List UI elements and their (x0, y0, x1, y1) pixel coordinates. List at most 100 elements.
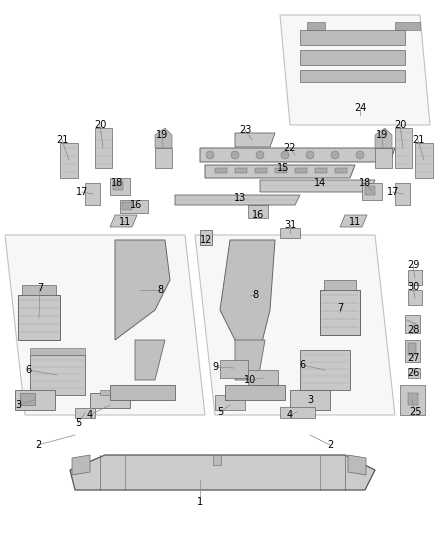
Circle shape (281, 151, 289, 159)
Text: 28: 28 (407, 325, 419, 335)
Polygon shape (280, 15, 430, 125)
Polygon shape (15, 390, 55, 410)
Polygon shape (205, 165, 355, 178)
Bar (300, 70, 405, 82)
Polygon shape (324, 280, 356, 290)
Text: 13: 13 (234, 193, 246, 203)
Bar (122, 202, 132, 210)
Polygon shape (248, 370, 278, 385)
Polygon shape (248, 205, 268, 218)
Text: 8: 8 (157, 285, 163, 295)
Polygon shape (30, 355, 85, 395)
Polygon shape (175, 195, 300, 205)
Polygon shape (90, 393, 130, 408)
Text: 8: 8 (252, 290, 258, 300)
Text: 18: 18 (359, 178, 371, 188)
Polygon shape (300, 350, 350, 390)
Polygon shape (235, 340, 265, 380)
Bar (213, 455, 221, 465)
Polygon shape (395, 183, 410, 205)
Text: 22: 22 (284, 143, 296, 153)
Text: 7: 7 (337, 303, 343, 313)
Text: 30: 30 (407, 282, 419, 292)
Text: 16: 16 (130, 200, 142, 210)
Polygon shape (72, 455, 90, 475)
Text: 21: 21 (56, 135, 68, 145)
Polygon shape (225, 385, 285, 400)
Bar (315, 168, 327, 173)
Bar (300, 50, 405, 65)
Polygon shape (5, 235, 205, 415)
Circle shape (231, 151, 239, 159)
Bar (295, 168, 307, 173)
Polygon shape (320, 290, 360, 335)
Text: 5: 5 (217, 407, 223, 417)
Text: 10: 10 (244, 375, 256, 385)
Polygon shape (100, 390, 120, 395)
Text: 19: 19 (156, 130, 168, 140)
Polygon shape (340, 215, 367, 227)
Text: 12: 12 (200, 235, 212, 245)
Polygon shape (85, 183, 100, 205)
Polygon shape (200, 230, 212, 245)
Text: 17: 17 (387, 187, 399, 197)
Polygon shape (95, 128, 112, 168)
Text: 6: 6 (299, 360, 305, 370)
Bar (113, 181, 123, 190)
Bar (275, 168, 287, 173)
Text: 18: 18 (111, 178, 123, 188)
Polygon shape (280, 228, 300, 238)
Polygon shape (348, 455, 366, 475)
Text: 5: 5 (75, 418, 81, 428)
Polygon shape (18, 295, 60, 340)
Polygon shape (110, 178, 130, 195)
Polygon shape (70, 455, 375, 490)
Bar (255, 168, 267, 173)
Bar (235, 168, 247, 173)
Polygon shape (155, 128, 172, 148)
Polygon shape (280, 407, 315, 418)
Polygon shape (120, 200, 148, 213)
Text: 2: 2 (35, 440, 41, 450)
Circle shape (331, 151, 339, 159)
Bar (408, 343, 416, 355)
Bar (20, 393, 35, 405)
Text: 11: 11 (349, 217, 361, 227)
Text: 23: 23 (239, 125, 251, 135)
Text: 3: 3 (15, 400, 21, 410)
Polygon shape (400, 385, 425, 415)
Polygon shape (215, 395, 245, 410)
Circle shape (256, 151, 264, 159)
Text: 31: 31 (284, 220, 296, 230)
Circle shape (306, 151, 314, 159)
Text: 4: 4 (287, 410, 293, 420)
Polygon shape (405, 340, 420, 362)
Bar (300, 30, 405, 45)
Polygon shape (408, 290, 422, 305)
Polygon shape (155, 148, 172, 168)
Polygon shape (375, 148, 392, 168)
Polygon shape (362, 183, 382, 200)
Polygon shape (75, 408, 95, 418)
Text: 6: 6 (25, 365, 31, 375)
Text: 26: 26 (407, 368, 419, 378)
Bar (365, 186, 375, 195)
Polygon shape (307, 22, 325, 30)
Text: 17: 17 (76, 187, 88, 197)
Text: 9: 9 (212, 362, 218, 372)
Polygon shape (135, 340, 165, 380)
Polygon shape (235, 133, 275, 147)
Text: 25: 25 (409, 407, 421, 417)
Polygon shape (115, 240, 170, 340)
Text: 21: 21 (412, 135, 424, 145)
Text: 29: 29 (407, 260, 419, 270)
Text: 15: 15 (277, 163, 289, 173)
Text: 7: 7 (37, 283, 43, 293)
Polygon shape (110, 215, 137, 227)
Text: 3: 3 (307, 395, 313, 405)
Polygon shape (60, 143, 78, 178)
Polygon shape (22, 285, 56, 295)
Polygon shape (260, 180, 375, 192)
Polygon shape (408, 368, 420, 378)
Text: 14: 14 (314, 178, 326, 188)
